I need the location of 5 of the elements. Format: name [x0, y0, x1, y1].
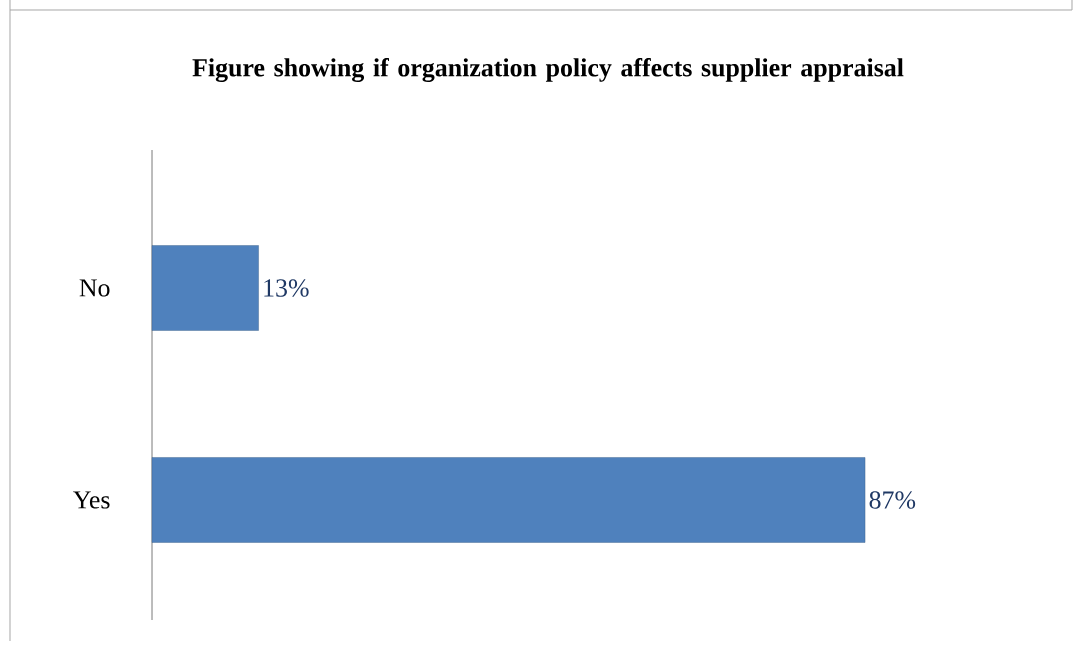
chart-title: Figure showing if organization policy affects supplier appraisal [192, 58, 904, 82]
data-label: 87% [869, 491, 916, 509]
y-tick-label: No [79, 279, 110, 297]
data-label: 13% [264, 279, 309, 297]
y-tick-label: Yes [73, 491, 110, 509]
